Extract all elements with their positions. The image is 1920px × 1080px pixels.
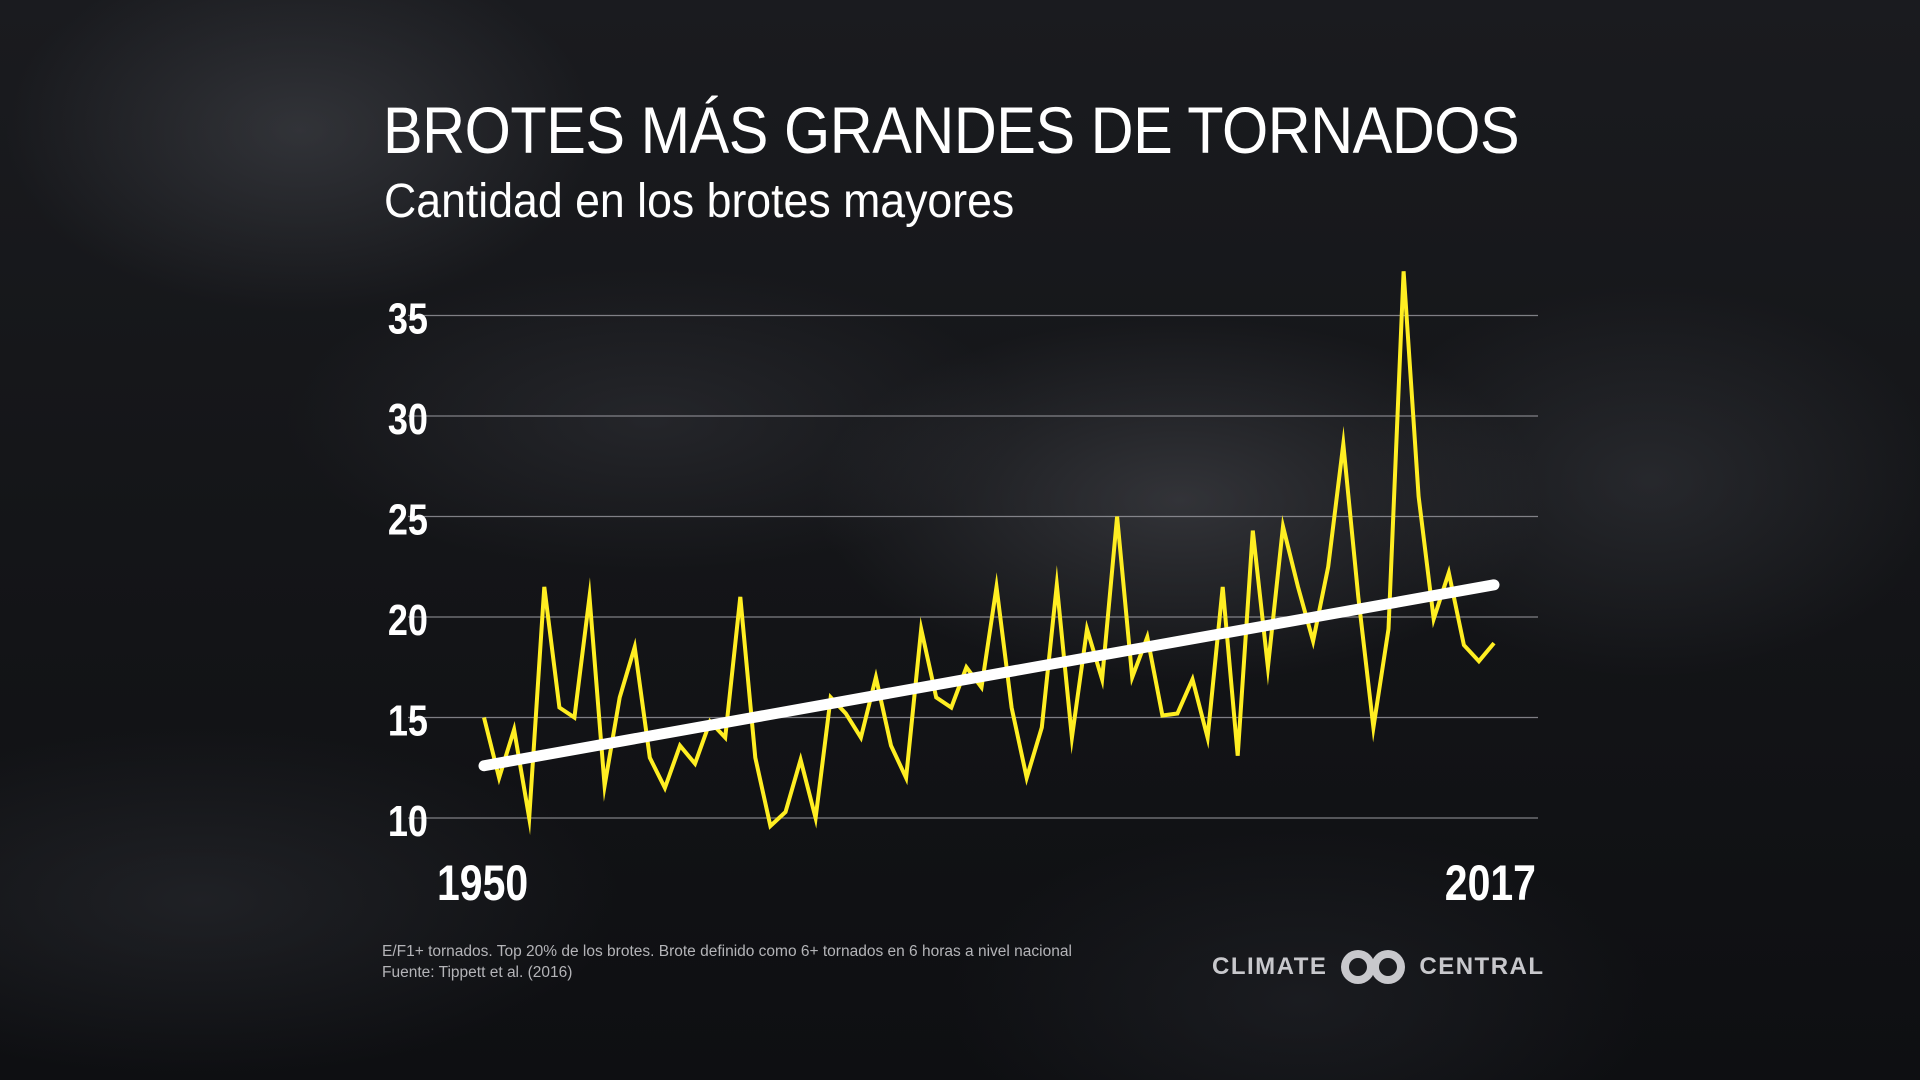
data-point-1983 bbox=[979, 685, 983, 689]
data-point-2007 bbox=[1341, 442, 1345, 446]
data-series bbox=[478, 269, 1500, 836]
data-point-2003 bbox=[1281, 525, 1285, 529]
data-point-1977 bbox=[889, 744, 893, 748]
data-point-1963 bbox=[678, 744, 682, 748]
data-point-1978 bbox=[904, 776, 908, 780]
data-point-1988 bbox=[1055, 583, 1059, 587]
data-point-1985 bbox=[1010, 705, 1014, 709]
data-point-1975 bbox=[859, 736, 863, 740]
data-point-1980 bbox=[934, 695, 938, 699]
data-point-2012 bbox=[1417, 494, 1421, 498]
data-point-1992 bbox=[1115, 515, 1119, 519]
data-point-1999 bbox=[1221, 585, 1225, 589]
climate-central-brand: CLIMATE CENTRAL bbox=[1212, 947, 1545, 987]
chart-subtitle: Cantidad en los brotes mayores bbox=[384, 175, 1015, 228]
data-point-1950 bbox=[482, 716, 486, 720]
data-point-1967 bbox=[738, 595, 742, 599]
data-point-1955 bbox=[557, 705, 561, 709]
data-point-2011 bbox=[1402, 269, 1406, 273]
data-point-1990 bbox=[1085, 627, 1089, 631]
y-tick-label-10: 10 bbox=[388, 797, 428, 846]
footnote: E/F1+ tornados. Top 20% de los brotes. B… bbox=[382, 941, 1072, 983]
data-point-1998 bbox=[1206, 736, 1210, 740]
trend-line bbox=[478, 579, 1500, 772]
data-point-2009 bbox=[1371, 726, 1375, 730]
footnote-definition: E/F1+ tornados. Top 20% de los brotes. B… bbox=[382, 943, 1072, 960]
data-point-1993 bbox=[1130, 675, 1134, 679]
data-point-1953 bbox=[527, 816, 531, 820]
grid-lines bbox=[408, 314, 1538, 819]
x-tick-label-1950: 1950 bbox=[437, 855, 528, 911]
data-point-1972 bbox=[814, 816, 818, 820]
data-point-2005 bbox=[1311, 639, 1315, 643]
data-point-1968 bbox=[753, 756, 757, 760]
data-point-2008 bbox=[1356, 595, 1360, 599]
x-axis-tick-labels: 1950 2017 bbox=[437, 855, 1536, 911]
data-point-1995 bbox=[1160, 713, 1164, 717]
data-point-2000 bbox=[1236, 754, 1240, 758]
data-point-1984 bbox=[995, 585, 999, 589]
data-point-1981 bbox=[949, 705, 953, 709]
data-point-1976 bbox=[874, 675, 878, 679]
x-tick-label-2017: 2017 bbox=[1445, 855, 1536, 911]
data-point-1964 bbox=[693, 762, 697, 766]
data-point-2014 bbox=[1447, 571, 1451, 575]
y-axis-tick-labels: 10 15 20 25 30 35 bbox=[388, 294, 428, 846]
data-point-1987 bbox=[1040, 726, 1044, 730]
footnote-source: Fuente: Tippett et al. (2016) bbox=[382, 964, 573, 981]
data-point-1979 bbox=[919, 627, 923, 631]
chart-title: BROTES MÁS GRANDES DE TORNADOS bbox=[383, 93, 1520, 167]
climate-central-logo-icon bbox=[1341, 950, 1406, 984]
data-point-1962 bbox=[663, 786, 667, 790]
brand-word-left: CLIMATE bbox=[1212, 953, 1328, 980]
data-point-1994 bbox=[1145, 635, 1149, 639]
data-point-2017 bbox=[1492, 641, 1496, 645]
y-tick-label-20: 20 bbox=[388, 596, 428, 645]
brand-word-right: CENTRAL bbox=[1419, 953, 1545, 980]
data-point-1958 bbox=[603, 784, 607, 788]
data-point-2010 bbox=[1386, 627, 1390, 631]
data-point-2001 bbox=[1251, 529, 1255, 533]
y-tick-label-35: 35 bbox=[388, 294, 428, 343]
data-point-1997 bbox=[1191, 677, 1195, 681]
data-point-1954 bbox=[542, 585, 546, 589]
data-point-1960 bbox=[633, 645, 637, 649]
data-point-1969 bbox=[768, 824, 772, 828]
data-point-2015 bbox=[1462, 643, 1466, 647]
data-point-1961 bbox=[648, 756, 652, 760]
y-tick-label-30: 30 bbox=[388, 395, 428, 444]
data-point-2013 bbox=[1432, 617, 1436, 621]
y-tick-label-25: 25 bbox=[388, 495, 428, 544]
data-point-2006 bbox=[1326, 565, 1330, 569]
data-point-1957 bbox=[588, 595, 592, 599]
data-point-1970 bbox=[783, 810, 787, 814]
y-tick-label-15: 15 bbox=[388, 696, 428, 745]
series-line-outbreak-size bbox=[482, 271, 1496, 836]
data-point-1966 bbox=[723, 736, 727, 740]
data-point-2004 bbox=[1296, 585, 1300, 589]
data-point-1982 bbox=[964, 665, 968, 669]
data-point-1989 bbox=[1070, 736, 1074, 740]
data-point-1956 bbox=[572, 716, 576, 720]
data-point-1996 bbox=[1175, 711, 1179, 715]
data-point-1951 bbox=[497, 776, 501, 780]
data-point-2016 bbox=[1477, 659, 1481, 663]
data-point-1974 bbox=[844, 711, 848, 715]
data-point-1991 bbox=[1100, 677, 1104, 681]
data-point-1971 bbox=[799, 758, 803, 762]
data-point-2002 bbox=[1266, 665, 1270, 669]
data-point-1959 bbox=[618, 695, 622, 699]
data-point-1952 bbox=[512, 728, 516, 732]
data-point-1986 bbox=[1025, 776, 1029, 780]
